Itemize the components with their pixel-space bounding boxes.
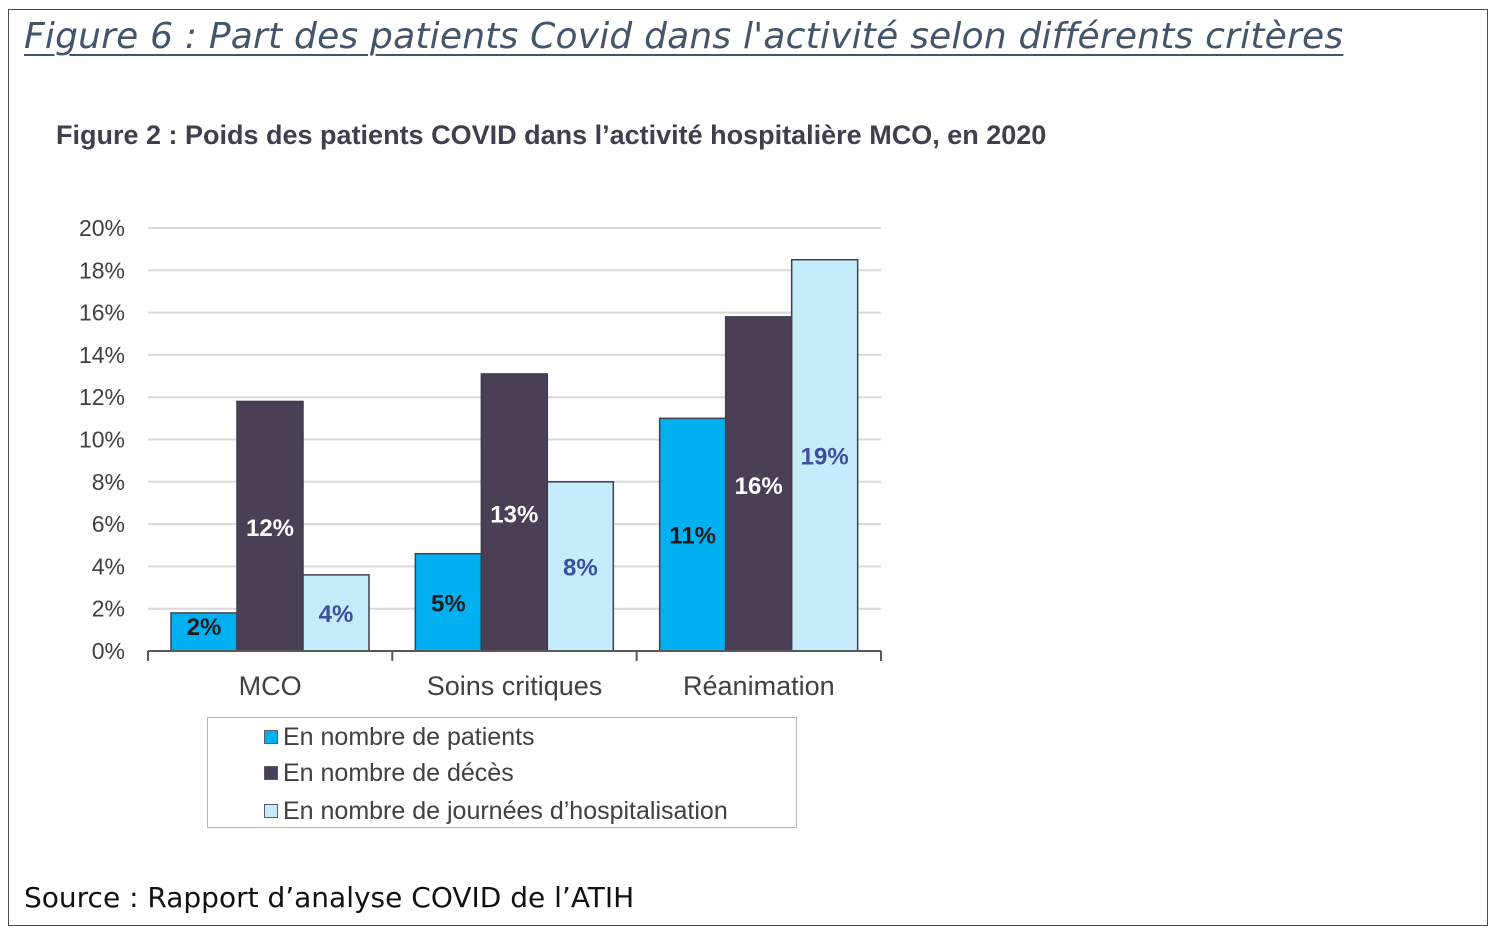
data-label: 8%: [563, 554, 598, 581]
legend-label-journees: En nombre de journées d’hospitalisation: [283, 796, 728, 825]
bar-patients: [658, 417, 727, 652]
document-title: Figure 6 : Part des patients Covid dans …: [24, 16, 1344, 57]
y-tick-label: 2%: [92, 596, 125, 622]
y-tick-label: 6%: [92, 511, 125, 537]
chart-legend: En nombre de patients En nombre de décès…: [207, 717, 797, 828]
bar-deces: [236, 400, 304, 652]
legend-label-patients: En nombre de patients: [283, 722, 535, 751]
data-label: 2%: [187, 614, 222, 641]
bar-journees: [302, 574, 370, 652]
legend-item-deces: En nombre de décès: [264, 758, 514, 788]
data-label: 16%: [735, 473, 783, 500]
data-label: 12%: [246, 515, 294, 542]
x-tick-label: Réanimation: [683, 671, 835, 701]
y-tick-label: 12%: [79, 384, 125, 410]
x-tick-label: MCO: [239, 671, 302, 701]
legend-item-journees: En nombre de journées d’hospitalisation: [264, 796, 728, 826]
bar-deces: [724, 316, 793, 652]
y-tick-label: 20%: [79, 215, 125, 241]
bar-journees: [546, 481, 615, 652]
y-tick-label: 10%: [79, 427, 125, 453]
y-tick-label: 14%: [79, 342, 125, 368]
bar-journees: [790, 258, 859, 652]
y-tick-label: 16%: [79, 300, 125, 326]
source-note: Source : Rapport d’analyse COVID de l’AT…: [24, 881, 635, 914]
legend-item-patients: En nombre de patients: [264, 722, 535, 752]
y-tick-label: 0%: [92, 638, 125, 664]
data-label: 4%: [319, 601, 354, 628]
data-label: 19%: [801, 443, 849, 470]
legend-swatch-journees: [264, 804, 278, 818]
data-label: 5%: [431, 590, 466, 617]
legend-swatch-patients: [264, 730, 278, 744]
data-label: 13%: [490, 501, 538, 528]
bar-deces: [480, 373, 549, 652]
y-tick-label: 18%: [79, 257, 125, 283]
legend-swatch-deces: [264, 766, 278, 780]
legend-label-deces: En nombre de décès: [283, 758, 514, 787]
data-label: 11%: [669, 523, 716, 550]
x-tick-label: Soins critiques: [427, 671, 603, 701]
y-tick-label: 8%: [92, 469, 125, 495]
bar-patients: [414, 552, 483, 652]
chart-title: Figure 2 : Poids des patients COVID dans…: [56, 120, 1047, 150]
y-tick-label: 4%: [92, 553, 125, 579]
